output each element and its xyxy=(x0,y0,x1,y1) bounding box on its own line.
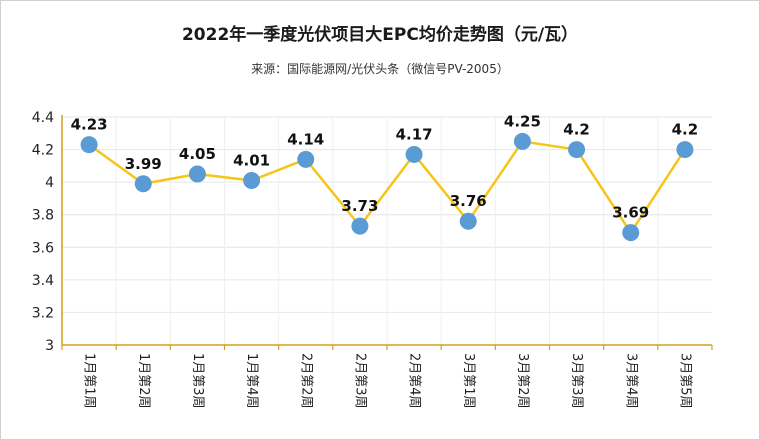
data-label: 4.2 xyxy=(563,121,590,139)
data-point xyxy=(568,141,586,159)
axes xyxy=(61,115,713,350)
data-point xyxy=(513,132,531,150)
y-tick-label: 3.4 xyxy=(32,273,54,289)
data-label: 3.69 xyxy=(612,204,649,222)
x-tick-label: 1月第3周 xyxy=(190,353,205,409)
y-tick-labels: 3 3.2 3.4 3.6 3.8 4 4.2 4.4 xyxy=(32,110,54,354)
x-tick-label: 2月第3周 xyxy=(352,353,367,409)
series-line-group xyxy=(88,140,686,234)
gridlines xyxy=(62,116,712,345)
data-point xyxy=(134,175,152,193)
data-label: 4.01 xyxy=(233,152,270,170)
x-tick-label: 3月第3周 xyxy=(569,353,584,409)
data-label: 4.17 xyxy=(396,125,433,143)
data-label: 4.2 xyxy=(672,121,699,139)
data-label: 4.23 xyxy=(71,116,108,134)
data-point xyxy=(243,172,261,190)
data-label: 3.76 xyxy=(450,192,487,210)
data-point xyxy=(405,145,423,163)
x-tick-label: 3月第1周 xyxy=(461,353,476,409)
y-tick-label: 4.4 xyxy=(32,110,54,126)
data-label: 3.99 xyxy=(125,155,162,173)
x-tick-label: 3月第2周 xyxy=(515,353,530,409)
data-label: 4.25 xyxy=(504,112,541,130)
x-tick-label: 3月第4周 xyxy=(623,353,638,409)
data-point xyxy=(297,150,315,168)
data-point xyxy=(676,141,694,159)
data-points xyxy=(80,132,694,242)
x-tick-label: 1月第1周 xyxy=(82,353,97,409)
x-tick-label: 3月第5周 xyxy=(677,353,692,409)
x-tick-label: 1月第2周 xyxy=(136,353,151,409)
chart-title: 2022年一季度光伏项目大EPC均价走势图（元/瓦） xyxy=(181,25,579,45)
x-tick-label: 2月第2周 xyxy=(298,353,313,409)
data-point xyxy=(459,212,477,230)
y-tick-label: 3.2 xyxy=(32,305,54,321)
chart-subtitle: 来源：国际能源网/光伏头条（微信号PV-2005） xyxy=(251,62,509,76)
y-tick-label: 4 xyxy=(45,175,54,191)
x-tick-labels: 1月第1周 1月第2周 1月第3周 1月第4周 2月第2周 2月第3周 2月第4周 3月第1周… xyxy=(82,353,693,409)
x-tick-label: 2月第4周 xyxy=(407,353,422,409)
data-point xyxy=(80,136,98,154)
y-tick-label: 4.2 xyxy=(32,143,54,159)
data-point xyxy=(351,217,369,235)
data-point xyxy=(622,224,640,242)
series-line xyxy=(88,140,686,234)
x-tick-label: 1月第4周 xyxy=(244,353,259,409)
y-tick-label: 3 xyxy=(45,338,54,354)
data-label: 4.05 xyxy=(179,145,216,163)
data-point xyxy=(188,165,206,183)
data-label: 4.14 xyxy=(287,130,324,148)
y-tick-label: 3.8 xyxy=(32,208,54,224)
y-tick-label: 3.6 xyxy=(32,240,54,256)
data-labels: 4.23 3.99 4.05 4.01 4.14 3.73 4.17 3.76 4.25 4.2 3… xyxy=(71,112,699,221)
data-label: 3.73 xyxy=(341,197,378,215)
